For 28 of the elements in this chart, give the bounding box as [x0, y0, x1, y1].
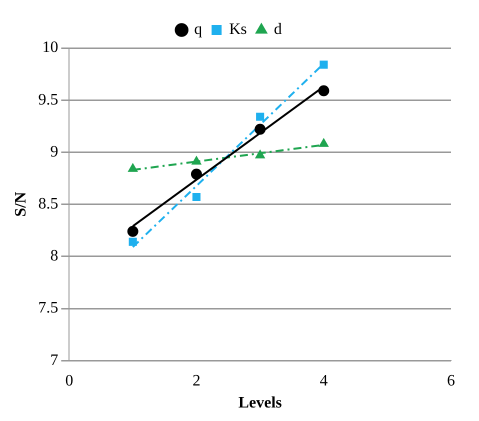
- x-tick-label: 2: [192, 372, 200, 390]
- point: [128, 238, 137, 246]
- point: [190, 168, 202, 180]
- point: [254, 124, 266, 135]
- point: [192, 156, 202, 165]
- x-tick-label: 4: [320, 372, 328, 390]
- y-tick-label: 10: [42, 39, 58, 56]
- legend-label: Ks: [229, 21, 247, 38]
- x-tick-label: 6: [447, 372, 455, 390]
- legend-label: d: [274, 21, 282, 38]
- point: [192, 192, 200, 202]
- y-tick-label: 7: [50, 352, 58, 369]
- point: [128, 163, 138, 172]
- point: [127, 226, 138, 237]
- legend-label: q: [194, 21, 202, 38]
- y-tick-label: 7.5: [38, 300, 58, 317]
- point: [256, 112, 264, 121]
- y-tick-label: 9: [50, 143, 58, 160]
- point: [318, 138, 329, 147]
- x-tick-label: 0: [65, 372, 74, 390]
- y-axis-title: S/N: [12, 191, 30, 217]
- y-tick-label: 8.5: [38, 196, 58, 213]
- point: [320, 60, 328, 69]
- y-tick-label: 8: [50, 248, 58, 265]
- y-tick-label: 9.5: [38, 91, 58, 108]
- point: [255, 150, 265, 158]
- x-axis-title: Levels: [238, 394, 282, 412]
- point: [318, 85, 330, 96]
